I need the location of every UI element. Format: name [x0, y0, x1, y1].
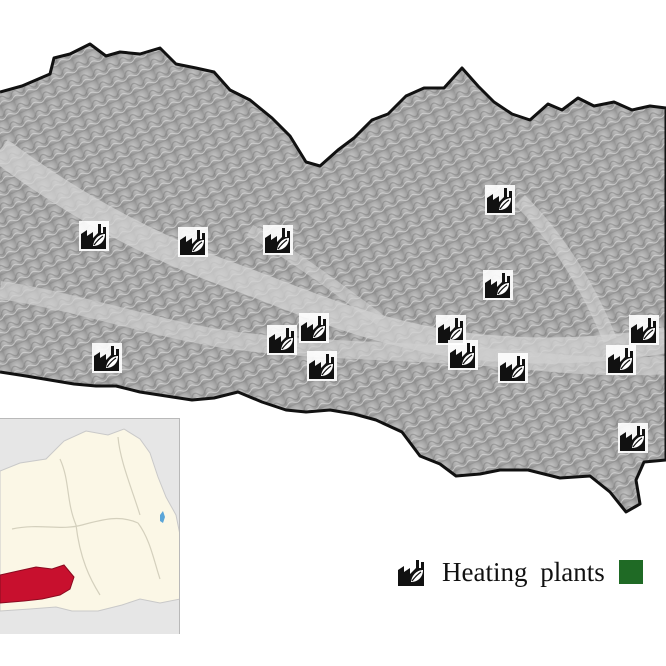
heating-plant-icon	[618, 423, 648, 453]
heating-plant-marker[interactable]	[617, 422, 649, 454]
heating-plant-marker[interactable]	[306, 350, 338, 382]
heating-plant-icon	[299, 313, 329, 343]
inset-lake	[160, 511, 165, 523]
heating-plant-marker[interactable]	[298, 312, 330, 344]
inset-internal-borders	[11, 436, 161, 596]
inset-locator-map	[0, 418, 180, 634]
heating-plant-icon	[307, 351, 337, 381]
legend-swatch-green	[618, 560, 643, 584]
heating-plant-marker[interactable]	[605, 344, 637, 376]
region-border	[0, 42, 666, 514]
legend-label-heating-plants: Heating plants	[442, 556, 605, 587]
heating-plant-icon	[485, 185, 515, 215]
heating-plant-icon	[448, 340, 478, 370]
valley-shading	[0, 139, 666, 376]
heating-plant-marker[interactable]	[91, 342, 123, 374]
heating-plant-marker[interactable]	[78, 220, 110, 252]
heating-plant-marker[interactable]	[628, 314, 660, 346]
inset-country-land	[0, 428, 179, 612]
heating-plant-icon	[92, 343, 122, 373]
legend-heating-plant-icon	[396, 556, 428, 588]
legend: Heating plants	[396, 552, 643, 592]
inset-highlighted-region	[0, 564, 75, 604]
heating-plant-icon	[79, 221, 109, 251]
heating-plant-marker[interactable]	[497, 352, 529, 384]
heating-plant-marker[interactable]	[177, 226, 209, 258]
heating-plant-icon	[483, 270, 513, 300]
heating-plant-marker[interactable]	[266, 324, 298, 356]
heating-plant-marker[interactable]	[484, 184, 516, 216]
heating-plant-icon	[606, 345, 636, 375]
heating-plant-icon	[629, 315, 659, 345]
heating-plant-icon	[498, 353, 528, 383]
heating-plant-icon	[178, 227, 208, 257]
heating-plant-marker[interactable]	[482, 269, 514, 301]
heating-plant-marker[interactable]	[447, 339, 479, 371]
heating-plant-icon	[263, 225, 293, 255]
heating-plant-icon	[267, 325, 297, 355]
heating-plant-marker[interactable]	[262, 224, 294, 256]
